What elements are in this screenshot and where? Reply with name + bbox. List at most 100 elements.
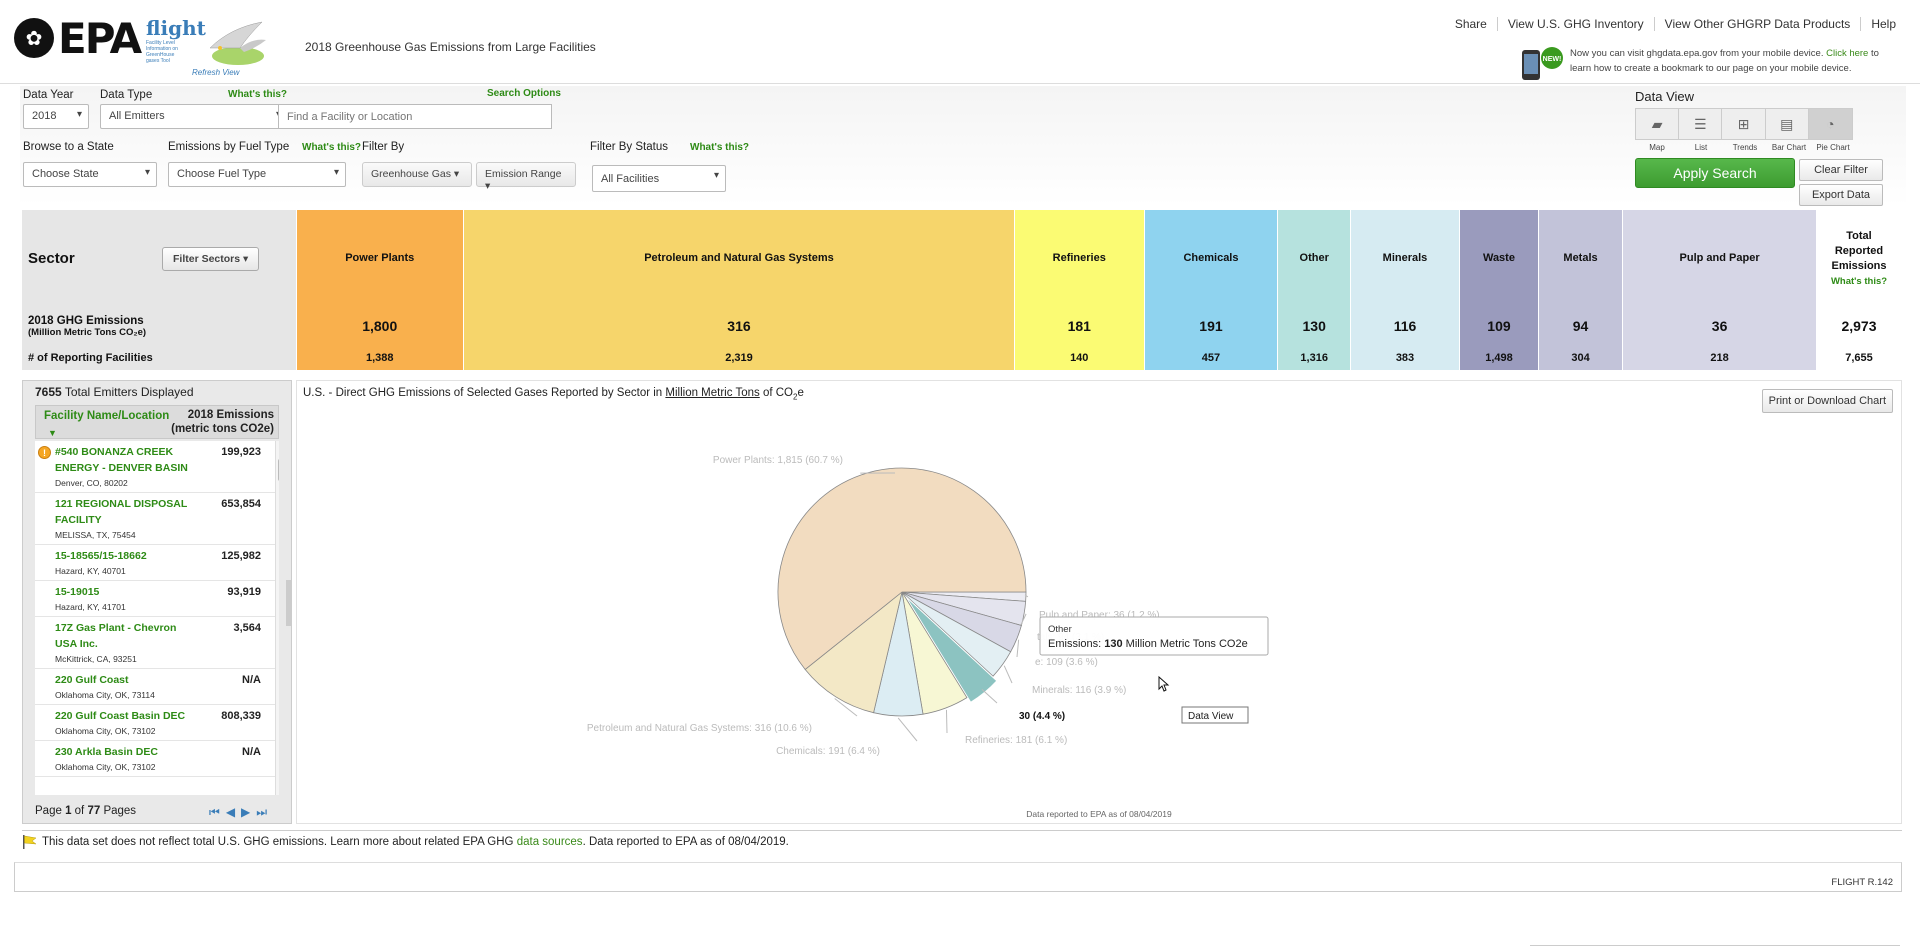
page-label: Page bbox=[35, 805, 66, 817]
pie-slice-minerals[interactable] bbox=[901, 591, 1012, 677]
list-scrollbar[interactable]: ▲ ▼ bbox=[275, 441, 279, 795]
map-view-button[interactable]: ▰ bbox=[1636, 109, 1680, 139]
epa-logo[interactable]: ✿ EPA bbox=[14, 14, 144, 63]
pie-slice-petroleum-and-natural-gas-systems[interactable] bbox=[804, 590, 903, 714]
emissions-petroleum-gas: 316 bbox=[463, 306, 1015, 346]
emission-range-dropdown[interactable]: Emission Range ▾ bbox=[476, 162, 576, 192]
facility-row[interactable]: 17Z Gas Plant - Chevron USA Inc. McKittri… bbox=[35, 617, 279, 669]
facility-row[interactable]: 121 REGIONAL DISPOSAL FACILITY MELISSA, T… bbox=[35, 493, 279, 545]
state-select[interactable]: Choose State bbox=[23, 162, 157, 187]
data-sources-link[interactable]: data sources bbox=[516, 836, 583, 849]
facility-row[interactable]: 230 Arkla Basin DEC Oklahoma City, OK, 73… bbox=[35, 741, 279, 777]
facility-emissions: 653,854 bbox=[221, 498, 261, 510]
facility-name-link[interactable]: 220 Gulf Coast Basin DEC bbox=[55, 710, 186, 722]
sector-other[interactable]: Other bbox=[1277, 210, 1351, 306]
facility-name-link[interactable]: 17Z Gas Plant - Chevron USA Inc. bbox=[55, 622, 177, 650]
emissions-chemicals: 191 bbox=[1144, 306, 1279, 346]
facility-search-input[interactable] bbox=[278, 104, 552, 129]
facilities-total: 7,655 bbox=[1816, 346, 1902, 370]
data-year-select[interactable]: 2018 bbox=[23, 104, 89, 129]
clear-filter-button[interactable]: Clear Filter bbox=[1799, 159, 1883, 181]
flight-logo[interactable]: flight Facility Level Information on Gre… bbox=[146, 16, 276, 78]
other-products-link[interactable]: View Other GHGRP Data Products bbox=[1653, 17, 1861, 31]
sector-pulp-paper[interactable]: Pulp and Paper bbox=[1622, 210, 1817, 306]
scroll-thumb[interactable] bbox=[278, 459, 279, 481]
facilities-waste: 1,498 bbox=[1459, 346, 1539, 370]
sector-metals[interactable]: Metals bbox=[1538, 210, 1624, 306]
apply-search-button[interactable]: Apply Search bbox=[1635, 158, 1795, 188]
facility-row[interactable]: 15-19015 Hazard, KY, 41701 93,919 bbox=[35, 581, 279, 617]
facilities-power-plants: 1,388 bbox=[296, 346, 464, 370]
sort-desc-icon[interactable]: ▼ bbox=[48, 428, 57, 438]
last-page-icon[interactable]: ⏭ bbox=[256, 805, 268, 819]
scroll-down-icon[interactable]: ▼ bbox=[278, 786, 279, 795]
browse-state-label: Browse to a State bbox=[23, 141, 114, 153]
export-data-button[interactable]: Export Data bbox=[1799, 184, 1883, 206]
list-view-label: List bbox=[1694, 143, 1708, 152]
pie-leader-line bbox=[945, 709, 948, 734]
pie-chart-view-button[interactable]: ◔ bbox=[1808, 109, 1852, 139]
ghg-inventory-link[interactable]: View U.S. GHG Inventory bbox=[1496, 17, 1654, 31]
pie-slice-other[interactable] bbox=[905, 596, 998, 703]
fuel-whats-this-link[interactable]: What's this? bbox=[302, 142, 362, 153]
emissions-column-header[interactable]: 2018 Emissions (metric tons CO2e) bbox=[171, 408, 274, 436]
print-download-chart-button[interactable]: Print or Download Chart bbox=[1761, 389, 1893, 413]
facility-name-link[interactable]: 15-18565/15-18662 bbox=[55, 550, 147, 562]
emissions-total: 2,973 bbox=[1816, 306, 1902, 346]
facility-rows: ! #540 BONANZA CREEK ENERGY - DENVER BASI… bbox=[35, 441, 279, 777]
emissions-label: 2018 GHG Emissions bbox=[28, 314, 144, 327]
sector-waste[interactable]: Waste bbox=[1459, 210, 1539, 306]
list-view-button[interactable]: ☰ bbox=[1679, 109, 1723, 139]
pie-slice-power-plants[interactable] bbox=[777, 467, 1027, 671]
facility-location: Denver, CO, 80202 bbox=[55, 478, 128, 488]
trends-view-button[interactable]: ⊞ bbox=[1722, 109, 1766, 139]
greenhouse-gas-dropdown[interactable]: Greenhouse Gas ▾ bbox=[362, 162, 472, 187]
prev-page-icon[interactable]: ◀ bbox=[225, 805, 236, 819]
scroll-up-icon[interactable]: ▲ bbox=[278, 441, 279, 450]
sector-chemicals[interactable]: Chemicals bbox=[1144, 210, 1279, 306]
panel-splitter[interactable] bbox=[286, 580, 292, 626]
warning-icon[interactable]: ! bbox=[38, 446, 51, 459]
mobile-click-here-link[interactable]: Click here bbox=[1826, 48, 1869, 59]
data-type-select[interactable]: All Emitters bbox=[100, 104, 288, 129]
sector-label: Sector bbox=[28, 249, 75, 267]
facility-row[interactable]: 220 Gulf Coast Oklahoma City, OK, 73114 N/… bbox=[35, 669, 279, 705]
facility-name-link[interactable]: 121 REGIONAL DISPOSAL FACILITY bbox=[55, 498, 188, 526]
page-current: 1 bbox=[65, 805, 72, 817]
refresh-view-link[interactable]: Refresh View bbox=[192, 68, 240, 77]
filter-sectors-button[interactable]: Filter Sectors ▾ bbox=[162, 247, 260, 271]
emissions-other: 130 bbox=[1277, 306, 1351, 346]
share-link[interactable]: Share bbox=[1454, 17, 1487, 31]
sector-refineries[interactable]: Refineries bbox=[1014, 210, 1145, 306]
facility-name-link[interactable]: #540 BONANZA CREEK ENERGY - DENVER BASIN bbox=[55, 446, 188, 474]
facility-name-link[interactable]: 15-19015 bbox=[55, 586, 100, 598]
notice-suffix: . Data reported to EPA as of 08/04/2019. bbox=[582, 836, 789, 849]
status-select[interactable]: All Facilities bbox=[592, 165, 726, 192]
facility-name-link[interactable]: 230 Arkla Basin DEC bbox=[55, 746, 158, 758]
next-page-icon[interactable]: ▶ bbox=[241, 805, 251, 819]
sector-power-plants[interactable]: Power Plants bbox=[296, 210, 464, 306]
chart-unit-link[interactable]: Million Metric Tons bbox=[665, 387, 760, 399]
bar-chart-view-button[interactable]: ▤ bbox=[1766, 109, 1809, 139]
facility-name-column-header[interactable]: Facility Name/Location bbox=[44, 410, 170, 422]
data-type-whats-this-link[interactable]: What's this? bbox=[228, 89, 288, 100]
status-whats-this-link[interactable]: What's this? bbox=[690, 142, 750, 153]
sector-petroleum-gas[interactable]: Petroleum and Natural Gas Systems bbox=[463, 210, 1015, 306]
facility-row[interactable]: ! #540 BONANZA CREEK ENERGY - DENVER BASI… bbox=[35, 441, 279, 493]
help-link[interactable]: Help bbox=[1860, 17, 1906, 31]
fuel-type-select[interactable]: Choose Fuel Type bbox=[168, 162, 346, 187]
facility-row[interactable]: 15-18565/15-18662 Hazard, KY, 40701 125,98… bbox=[35, 545, 279, 581]
search-options-link[interactable]: Search Options bbox=[487, 88, 561, 99]
first-page-icon[interactable]: ⏮ bbox=[209, 805, 220, 819]
page-of: of bbox=[71, 805, 88, 817]
facility-name-cell: 121 REGIONAL DISPOSAL FACILITY MELISSA, T… bbox=[35, 496, 195, 542]
facility-emissions: 199,923 bbox=[221, 446, 261, 458]
total-whats-this-link[interactable]: What's this? bbox=[1830, 276, 1888, 287]
data-view-buttons: ▰ ☰ ⊞ ▤ ◔ bbox=[1635, 108, 1853, 140]
facility-row[interactable]: 220 Gulf Coast Basin DEC Oklahoma City, O… bbox=[35, 705, 279, 741]
map-view-label: Map bbox=[1649, 143, 1665, 152]
sector-minerals[interactable]: Minerals bbox=[1350, 210, 1461, 306]
facility-name-link[interactable]: 220 Gulf Coast bbox=[55, 674, 129, 686]
pie-leader-line bbox=[1016, 639, 1020, 658]
facility-name-cell: 15-19015 Hazard, KY, 41701 bbox=[35, 584, 195, 614]
